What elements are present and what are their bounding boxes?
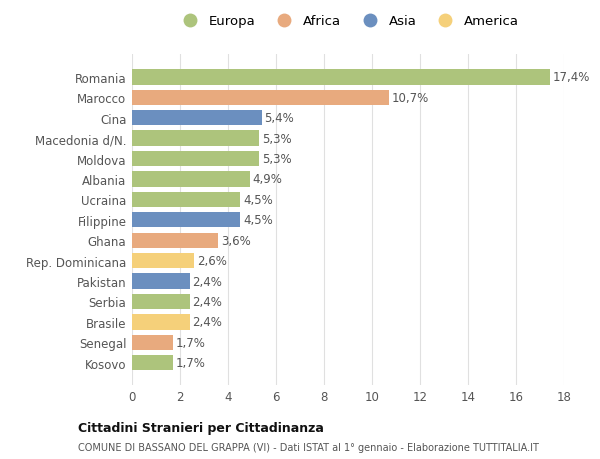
Bar bbox=[132, 274, 190, 289]
Bar bbox=[132, 314, 190, 330]
Text: 2,4%: 2,4% bbox=[193, 275, 223, 288]
Legend: Europa, Africa, Asia, America: Europa, Africa, Asia, America bbox=[177, 16, 519, 28]
Text: 4,5%: 4,5% bbox=[243, 193, 272, 207]
Text: 5,3%: 5,3% bbox=[262, 132, 292, 146]
Text: 1,7%: 1,7% bbox=[176, 336, 206, 349]
Bar bbox=[132, 335, 173, 350]
Bar bbox=[132, 355, 173, 370]
Text: 4,9%: 4,9% bbox=[253, 173, 283, 186]
Text: 4,5%: 4,5% bbox=[243, 214, 272, 227]
Text: 17,4%: 17,4% bbox=[553, 71, 590, 84]
Bar bbox=[132, 213, 240, 228]
Bar bbox=[132, 70, 550, 85]
Bar bbox=[132, 151, 259, 167]
Text: 5,3%: 5,3% bbox=[262, 153, 292, 166]
Bar bbox=[132, 172, 250, 187]
Bar bbox=[132, 192, 240, 207]
Bar bbox=[132, 233, 218, 248]
Text: 5,4%: 5,4% bbox=[265, 112, 294, 125]
Bar bbox=[132, 253, 194, 269]
Text: 2,6%: 2,6% bbox=[197, 255, 227, 268]
Bar bbox=[132, 111, 262, 126]
Bar bbox=[132, 131, 259, 146]
Text: 1,7%: 1,7% bbox=[176, 357, 206, 369]
Text: Cittadini Stranieri per Cittadinanza: Cittadini Stranieri per Cittadinanza bbox=[78, 421, 324, 434]
Bar bbox=[132, 90, 389, 106]
Text: 2,4%: 2,4% bbox=[193, 316, 223, 329]
Bar bbox=[132, 294, 190, 309]
Text: 3,6%: 3,6% bbox=[221, 234, 251, 247]
Text: 10,7%: 10,7% bbox=[392, 92, 429, 105]
Text: COMUNE DI BASSANO DEL GRAPPA (VI) - Dati ISTAT al 1° gennaio - Elaborazione TUTT: COMUNE DI BASSANO DEL GRAPPA (VI) - Dati… bbox=[78, 442, 539, 452]
Text: 2,4%: 2,4% bbox=[193, 295, 223, 308]
